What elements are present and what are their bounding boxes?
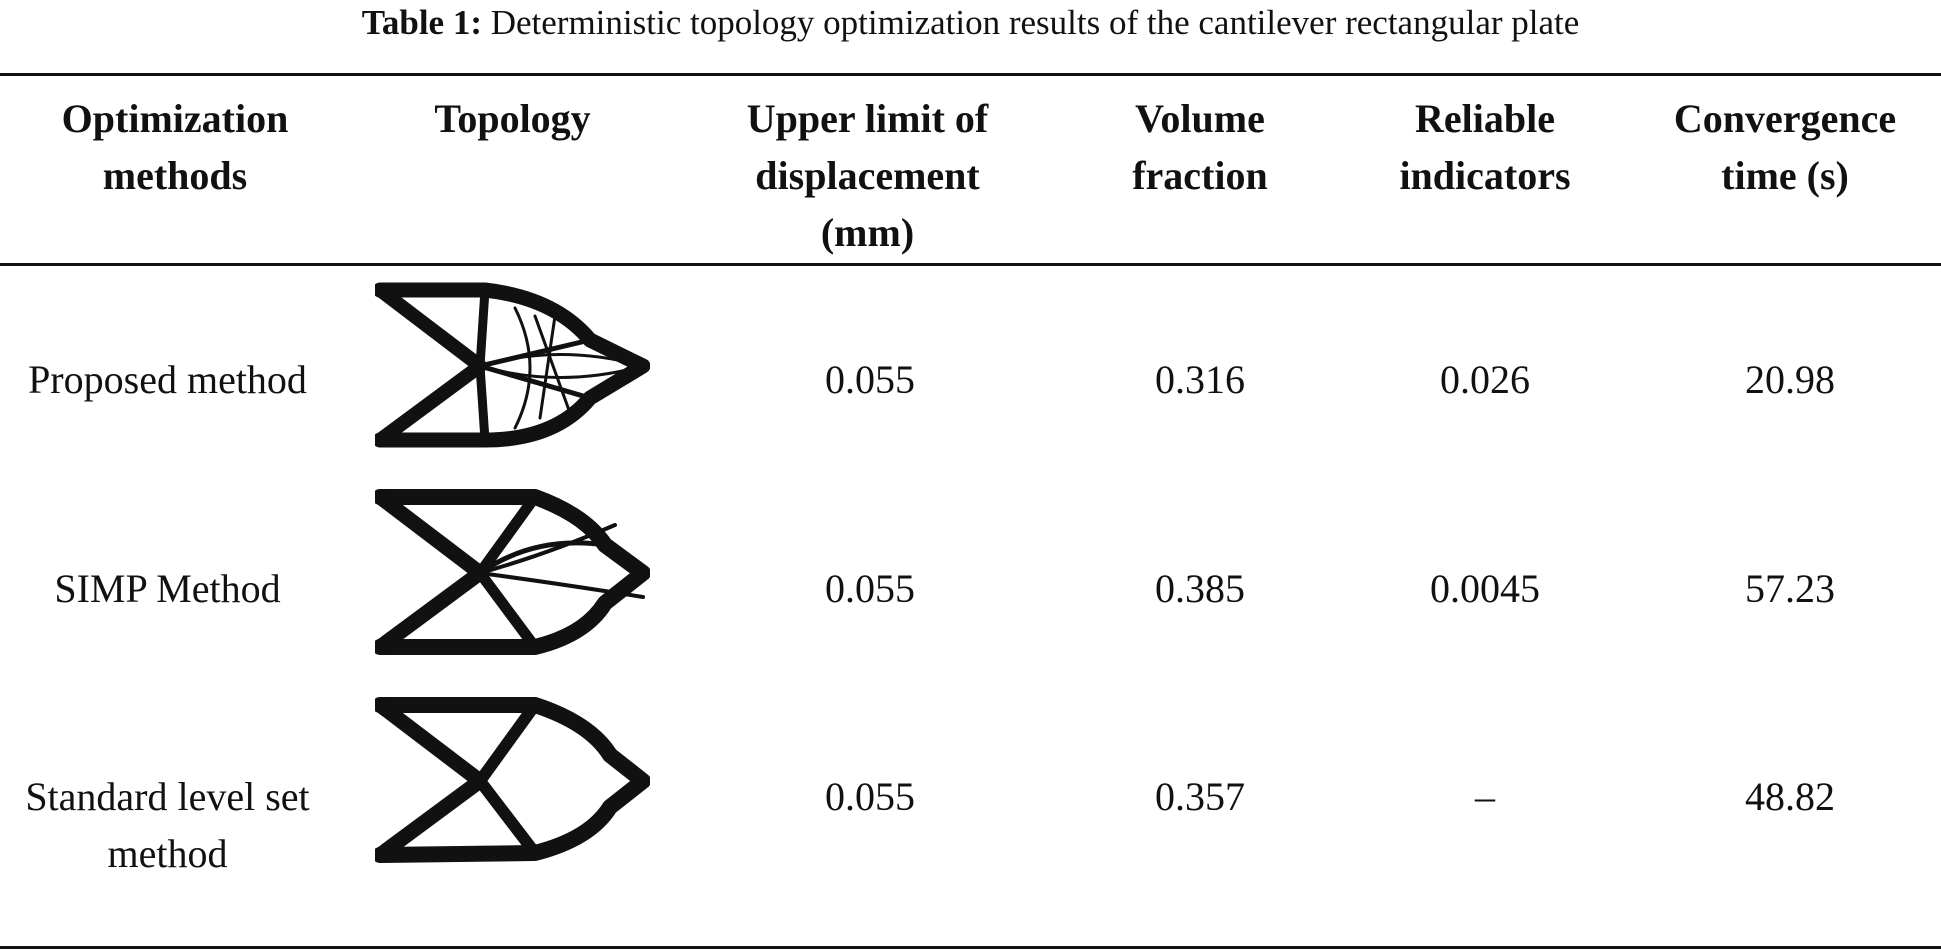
header-topology: Topology [375, 90, 650, 147]
header-text: displacement [755, 153, 980, 198]
header-text: (mm) [820, 210, 915, 255]
header-text: Optimization [61, 96, 289, 141]
header-text: Upper limit of [746, 96, 989, 141]
header-volume-fraction: Volume fraction [1080, 90, 1320, 204]
header-text: indicators [1399, 153, 1571, 198]
cell-text: SIMP Method [54, 566, 281, 611]
row-2-volume-fraction: 0.385 [1155, 566, 1245, 611]
header-text: methods [102, 153, 248, 198]
cell-text: method [107, 831, 228, 876]
table-top-rule [0, 73, 1941, 76]
header-text: Convergence [1673, 96, 1897, 141]
row-1-displacement: 0.055 [825, 357, 915, 402]
table-caption: Table 1: Deterministic topology optimiza… [0, 2, 1941, 44]
table-caption-label: Table 1: [361, 3, 482, 42]
row-3-reliable-indicators: – [1475, 774, 1495, 819]
table-bottom-rule [0, 946, 1941, 949]
header-text: Volume [1135, 96, 1265, 141]
header-text: Topology [434, 96, 591, 141]
row-1-volume-fraction: 0.316 [1155, 357, 1245, 402]
header-text: Reliable [1415, 96, 1555, 141]
row-3-method: Standard level set method [0, 768, 335, 882]
row-1-method: Proposed method [0, 351, 335, 408]
header-text: fraction [1132, 153, 1268, 198]
row-2-method: SIMP Method [0, 560, 335, 617]
header-optimization-methods: Optimization methods [0, 90, 350, 204]
table-header-rule [0, 263, 1941, 266]
header-convergence-time: Convergence time (s) [1640, 90, 1930, 204]
topology-image-standard-level-set [375, 697, 650, 863]
row-2-convergence-time: 57.23 [1745, 566, 1835, 611]
row-1-convergence-time: 20.98 [1745, 357, 1835, 402]
table-caption-text: Deterministic topology optimization resu… [490, 3, 1580, 42]
topology-image-simp [375, 489, 650, 655]
row-3-volume-fraction: 0.357 [1155, 774, 1245, 819]
header-reliable-indicators: Reliable indicators [1360, 90, 1610, 204]
row-2-displacement: 0.055 [825, 566, 915, 611]
cell-text: Proposed method [28, 357, 307, 402]
row-3-convergence-time: 48.82 [1745, 774, 1835, 819]
cell-text: Standard level set [25, 774, 310, 819]
row-1-reliable-indicators: 0.026 [1440, 357, 1530, 402]
row-2-reliable-indicators: 0.0045 [1430, 566, 1540, 611]
header-displacement: Upper limit of displacement (mm) [700, 90, 1035, 261]
header-text: time (s) [1721, 153, 1849, 198]
topology-image-proposed [375, 282, 650, 448]
row-3-displacement: 0.055 [825, 774, 915, 819]
